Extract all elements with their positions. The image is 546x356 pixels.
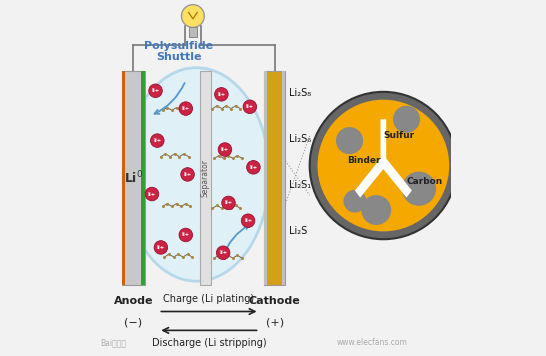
Circle shape [222,196,235,210]
Bar [264,71,268,285]
Circle shape [154,241,168,254]
Circle shape [181,168,194,181]
Circle shape [179,228,193,242]
Text: li+: li+ [219,250,227,255]
Text: www.elecfans.com: www.elecfans.com [337,338,408,347]
Text: Li₂S: Li₂S [289,226,307,236]
Circle shape [181,5,204,27]
Text: li+: li+ [153,138,162,143]
Circle shape [218,143,232,156]
Text: li+: li+ [157,245,165,250]
Bar [188,27,197,37]
Text: Polysulfide
Shuttle: Polysulfide Shuttle [144,41,213,62]
Circle shape [215,88,228,101]
Text: Charge (Li plating): Charge (Li plating) [163,294,254,304]
Text: Bai度百科: Bai度百科 [100,338,126,347]
Circle shape [310,92,457,239]
Text: li+: li+ [183,172,192,177]
FancyArrowPatch shape [155,83,185,114]
Bar [122,71,145,285]
Text: li+: li+ [246,104,254,109]
Text: Separator: Separator [201,159,210,197]
Text: Li₂S₁: Li₂S₁ [289,180,311,190]
Text: Li₂S₆: Li₂S₆ [289,134,311,144]
Text: li+: li+ [148,192,156,197]
Text: Li$^0$: Li$^0$ [123,170,143,186]
Circle shape [241,214,255,227]
Circle shape [402,172,436,206]
Text: li+: li+ [224,200,233,205]
Bar [264,71,286,285]
Polygon shape [355,119,412,198]
Text: Carbon: Carbon [406,177,442,186]
Circle shape [216,246,230,260]
Text: li+: li+ [182,232,190,237]
Circle shape [393,106,420,133]
Text: Sulfur: Sulfur [384,131,415,140]
Text: li+: li+ [221,147,229,152]
Text: (−): (−) [124,317,143,327]
Text: Anode: Anode [114,296,153,306]
Circle shape [318,100,449,231]
Text: Discharge (Li stripping): Discharge (Li stripping) [152,338,266,348]
Circle shape [179,102,193,115]
Text: Binder: Binder [347,156,381,165]
Bar [282,71,286,285]
FancyArrowPatch shape [222,225,249,257]
Circle shape [247,161,260,174]
Text: li+: li+ [151,88,159,93]
Text: li+: li+ [182,106,190,111]
Circle shape [151,134,164,147]
Circle shape [361,195,391,225]
Text: li+: li+ [250,165,258,170]
Text: Cathode: Cathode [249,296,301,306]
Bar [141,71,145,285]
Circle shape [343,190,366,213]
Circle shape [149,84,162,98]
Circle shape [145,187,159,201]
Circle shape [243,100,257,114]
Text: Li₂S₈: Li₂S₈ [289,88,311,98]
Ellipse shape [123,68,269,281]
Text: li+: li+ [217,92,225,97]
Circle shape [336,127,363,154]
Text: (+): (+) [266,317,284,327]
Bar [200,71,211,285]
Bar [122,71,125,285]
Text: li+: li+ [244,218,252,223]
